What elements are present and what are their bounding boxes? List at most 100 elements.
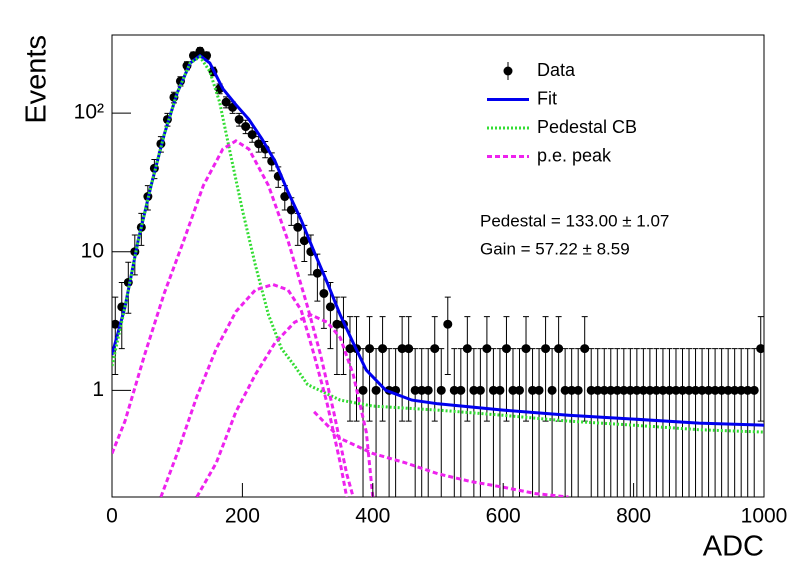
error-bar — [653, 348, 660, 497]
x-tick-label: 800 — [616, 505, 651, 528]
data-point — [658, 385, 668, 395]
data-point — [365, 344, 375, 354]
error-bar — [672, 348, 679, 497]
error-bar — [588, 348, 595, 497]
error-bar — [757, 316, 764, 422]
data-point — [723, 385, 733, 395]
error-bar — [509, 348, 516, 497]
error-bar — [718, 348, 725, 497]
data-point — [756, 344, 764, 354]
data-point — [378, 344, 388, 354]
error-bar — [353, 316, 360, 422]
error-bar — [633, 348, 640, 497]
data-point — [710, 385, 720, 395]
data-point — [325, 302, 335, 312]
error-bar — [692, 348, 699, 497]
data-point — [423, 385, 433, 395]
data-point — [449, 385, 459, 395]
component-curve — [313, 410, 569, 497]
x-tick-label: 0 — [106, 505, 118, 528]
data-point — [632, 385, 642, 395]
data-point — [704, 385, 714, 395]
data-point — [254, 139, 264, 149]
annotation: Gain = 57.22 ± 8.59 — [480, 239, 630, 258]
error-bar — [496, 348, 503, 497]
data-point — [221, 97, 231, 107]
error-bar — [431, 316, 438, 422]
data-point — [606, 385, 616, 395]
data-point — [332, 319, 342, 329]
error-bar — [646, 348, 653, 497]
data-point — [397, 344, 407, 354]
y-tick-label: 10 — [81, 239, 104, 262]
data-point — [410, 385, 420, 395]
error-bar — [620, 348, 627, 497]
error-bar — [438, 348, 445, 497]
plot-area — [112, 46, 764, 497]
data-point — [586, 385, 596, 395]
error-bar — [738, 348, 745, 497]
data-point — [404, 344, 414, 354]
component-curve — [112, 139, 355, 497]
error-bar — [699, 348, 706, 497]
data-point — [488, 385, 498, 395]
error-bar — [542, 316, 549, 422]
error-bar — [405, 316, 412, 422]
annotation: Pedestal = 133.00 ± 1.07 — [480, 211, 669, 230]
error-bar — [607, 348, 614, 497]
error-bar — [503, 316, 510, 422]
data-point — [501, 344, 511, 354]
error-bar — [594, 348, 601, 497]
data-point — [651, 385, 661, 395]
x-tick-label: 1000 — [741, 505, 788, 528]
data-point — [625, 385, 635, 395]
error-bar — [744, 348, 751, 497]
data-point — [638, 385, 648, 395]
data-point — [573, 385, 583, 395]
error-bar — [562, 348, 569, 497]
data-point — [671, 385, 681, 395]
y-tick-label: 1 — [92, 378, 104, 401]
error-bar — [523, 316, 530, 422]
data-point — [247, 130, 257, 140]
data-point — [645, 385, 655, 395]
error-bar — [705, 348, 712, 497]
error-bar — [529, 348, 536, 497]
data-point — [691, 385, 701, 395]
data-point — [593, 385, 603, 395]
data-point — [371, 385, 381, 395]
data-point — [560, 385, 570, 395]
error-bar — [366, 316, 373, 422]
data-point — [345, 344, 355, 354]
data-point — [319, 288, 329, 298]
data-point — [554, 344, 564, 354]
data-point — [195, 46, 205, 56]
data-point — [664, 385, 674, 395]
data-point — [697, 385, 707, 395]
y-tick-label: 10² — [74, 101, 104, 124]
fit-curve — [112, 54, 764, 434]
data-point — [508, 385, 518, 395]
x-tick-label: 200 — [225, 505, 260, 528]
plot-frame — [111, 34, 765, 498]
data-point — [678, 385, 687, 395]
error-bar — [470, 348, 477, 497]
data-point — [515, 385, 524, 395]
error-bar — [451, 348, 458, 497]
error-bar — [536, 348, 543, 497]
data-point — [567, 385, 577, 395]
data-point — [684, 385, 694, 395]
data-point — [443, 319, 453, 329]
data-point — [475, 385, 485, 395]
legend-label: Pedestal CB — [537, 117, 637, 137]
error-bar — [392, 348, 399, 497]
data-point — [547, 385, 557, 395]
error-bar — [751, 348, 758, 497]
data-point — [482, 344, 492, 354]
data-point — [456, 385, 466, 395]
data-point — [112, 319, 120, 329]
x-tick-label: 400 — [355, 505, 390, 528]
data-point — [528, 385, 538, 395]
error-bar — [640, 348, 647, 497]
